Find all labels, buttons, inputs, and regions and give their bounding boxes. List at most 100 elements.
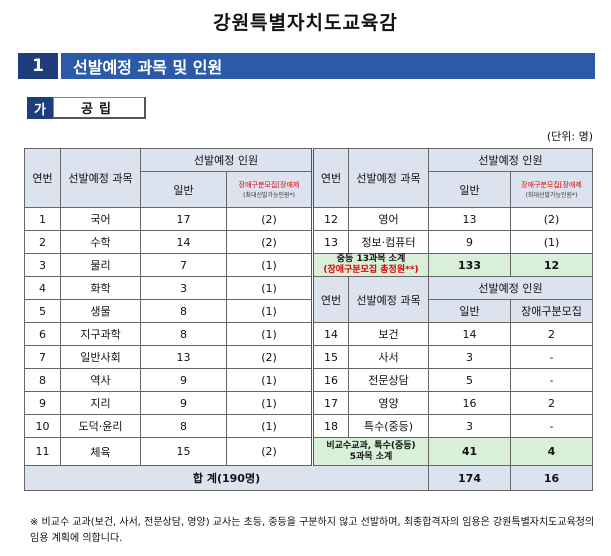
general-count: 8	[140, 299, 227, 323]
header-subject: 선발예정 과목	[348, 276, 429, 323]
table-row: 1 국어 17 (2) 12 영어 13 (2)	[24, 207, 593, 231]
subtotal-text: 중등 13과목 소계	[336, 254, 406, 264]
recruitment-table: 연번 선발예정 과목 선발예정 인원 연번 선발예정 과목 선발예정 인원 일반…	[24, 148, 593, 491]
table-row: 11 체육 15 (2) 비교수교과, 특수(중등) 5과목 소계 41 4	[24, 437, 593, 466]
row-number: 7	[24, 345, 61, 369]
row-number: 17	[311, 391, 349, 415]
disabled-count: (2)	[510, 207, 593, 231]
general-count: 16	[428, 391, 511, 415]
subject-name: 보건	[348, 322, 429, 346]
table-row: 4 화학 3 (1) 연번 선발예정 과목 선발예정 인원	[24, 276, 593, 323]
subtotal-general: 41	[428, 437, 511, 466]
row-number: 12	[311, 207, 349, 231]
total-row: 합 계(190명) 174 16	[24, 465, 593, 491]
general-count: 8	[140, 414, 227, 438]
subtotal-label: 중등 13과목 소계 (장애구분모집 총정원**)	[311, 253, 429, 277]
subject-name: 수학	[60, 230, 141, 254]
row-number: 5	[24, 299, 61, 323]
header-disabled: 장애구분모집	[510, 299, 593, 323]
table-row: 7 일반사회 13 (2) 15 사서 3-	[24, 345, 593, 369]
table-row: 2 수학 14 (2) 13 정보·컴퓨터 9 (1)	[24, 230, 593, 254]
header-planned: 선발예정 인원	[428, 276, 593, 300]
page-title: 강원특별자치도교육감	[213, 12, 398, 34]
disabled-count: (1)	[226, 253, 313, 277]
disabled-count: (1)	[510, 230, 593, 254]
row-number: 15	[311, 345, 349, 369]
table-row: 8 역사 9 (1) 16 전문상담 5-	[24, 368, 593, 392]
header-general: 일반	[140, 171, 227, 208]
general-count: 13	[428, 207, 511, 231]
subject-name: 영양	[348, 391, 429, 415]
subject-name: 생물	[60, 299, 141, 323]
subject-name: 체육	[60, 437, 141, 466]
total-disabled: 16	[510, 465, 593, 491]
row-number: 16	[311, 368, 349, 392]
subtotal-general: 133	[428, 253, 511, 277]
general-count: 14	[428, 322, 511, 346]
subject-name: 정보·컴퓨터	[348, 230, 429, 254]
row-number: 9	[24, 391, 61, 415]
disabled-count: 2	[510, 391, 593, 415]
general-count: 15	[140, 437, 227, 466]
subject-name: 일반사회	[60, 345, 141, 369]
header-subject: 선발예정 과목	[348, 148, 429, 208]
subject-name: 사서	[348, 345, 429, 369]
total-general: 174	[428, 465, 511, 491]
general-count: 14	[140, 230, 227, 254]
disabled-count: -	[510, 414, 593, 438]
header-planned: 선발예정 인원	[140, 148, 313, 172]
subject-name: 지리	[60, 391, 141, 415]
disabled-count: (1)	[226, 299, 313, 323]
row-number: 18	[311, 414, 349, 438]
table-row: 10 도덕·윤리 8 (1) 18 특수(중등) 3-	[24, 414, 593, 438]
general-count: 17	[140, 207, 227, 231]
table-row: 5 생물 8 (1) 일반 장애구분모집	[24, 299, 593, 323]
disabled-count: (1)	[226, 391, 313, 415]
disabled-count: (1)	[226, 368, 313, 392]
subject-name: 영어	[348, 207, 429, 231]
subtotal-disabled: 12	[510, 253, 593, 277]
general-count: 9	[140, 368, 227, 392]
header-disabled: 장애구분모집[장애제 (최대선발가능인원*)	[226, 171, 313, 208]
subject-name: 도덕·윤리	[60, 414, 141, 438]
disabled-count: (2)	[226, 230, 313, 254]
disabled-count: (1)	[226, 414, 313, 438]
subtotal-note: (장애구분모집 총정원**)	[323, 265, 419, 275]
disabled-count: (1)	[226, 322, 313, 346]
section-banner: 1 선발예정 과목 및 인원	[18, 53, 595, 79]
row-number: 8	[24, 368, 61, 392]
subtotal-disabled: 4	[510, 437, 593, 466]
row-number: 4	[24, 276, 61, 300]
unit-label: (단위: 명)	[546, 130, 593, 143]
subject-name: 역사	[60, 368, 141, 392]
subject-name: 국어	[60, 207, 141, 231]
general-count: 3	[140, 276, 227, 300]
disabled-count: (2)	[226, 345, 313, 369]
total-label: 합 계(190명)	[24, 465, 429, 491]
section-title: 선발예정 과목 및 인원	[61, 53, 595, 79]
header-no: 연번	[24, 148, 61, 208]
subject-name: 물리	[60, 253, 141, 277]
general-count: 7	[140, 253, 227, 277]
subsection-tag: 가	[27, 97, 53, 119]
subject-name: 특수(중등)	[348, 414, 429, 438]
subsection-label: 공립	[53, 97, 146, 119]
header-general: 일반	[428, 299, 511, 323]
subtotal-text: 비교수교과, 특수(중등)	[326, 440, 416, 451]
general-count: 3	[428, 414, 511, 438]
general-count: 5	[428, 368, 511, 392]
general-count: 13	[140, 345, 227, 369]
row-number: 2	[24, 230, 61, 254]
disabled-count: (1)	[226, 276, 313, 300]
header-disabled-label: 장애구분모집[장애제	[238, 180, 300, 189]
header-disabled-note: (최대선발가능인원*)	[525, 191, 578, 199]
table-row: 9 지리 9 (1) 17 영양 16 2	[24, 391, 593, 415]
general-count: 3	[428, 345, 511, 369]
header-general: 일반	[428, 171, 511, 208]
footnote: ※ 비교수 교과(보건, 사서, 전문상담, 영양) 교사는 초등, 중등을 구…	[30, 517, 595, 544]
header-no: 연번	[311, 148, 349, 208]
disabled-count: (2)	[226, 437, 313, 466]
section-number: 1	[18, 53, 58, 79]
subject-name: 전문상담	[348, 368, 429, 392]
disabled-count: -	[510, 345, 593, 369]
